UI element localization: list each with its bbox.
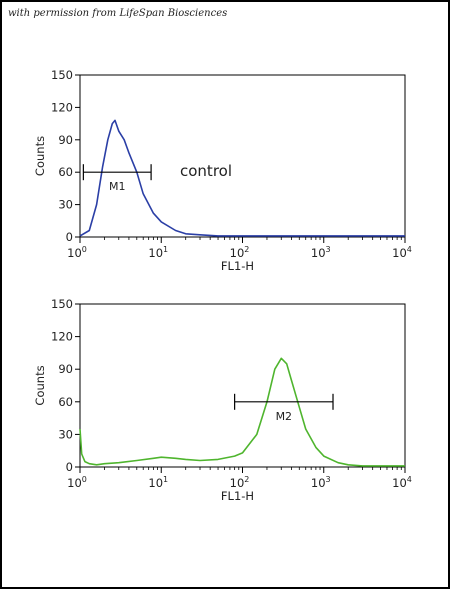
- x-tick-label: 101: [148, 475, 168, 490]
- histogram-panel-sample: 0 30 60 90 120 150 100 101 102 103 104 FL1-H Counts M…: [33, 297, 412, 503]
- y-tick-label: 0: [66, 460, 73, 474]
- x-tick-label: 101: [148, 245, 168, 260]
- x-tick-label: 103: [311, 475, 331, 490]
- x-tick-label: 102: [230, 245, 250, 260]
- y-tick-label: 150: [51, 297, 73, 311]
- x-tick-label: 100: [67, 245, 87, 260]
- y-tick-label: 120: [51, 330, 73, 344]
- histogram-series-line: [79, 119, 405, 237]
- credit-text: with permission from LifeSpan Bioscience…: [8, 8, 228, 19]
- gate-marker-label: M1: [109, 180, 126, 193]
- y-tick-label: 60: [58, 395, 73, 409]
- x-tick-label: 100: [67, 475, 87, 490]
- y-tick-label: 90: [58, 362, 73, 376]
- x-axis-label: FL1-H: [221, 489, 254, 503]
- y-tick-label: 90: [58, 133, 73, 147]
- control-annotation: control: [180, 162, 232, 180]
- gate-marker-label: M2: [276, 410, 293, 423]
- x-tick-label: 104: [392, 475, 412, 490]
- y-axis-label: Counts: [33, 365, 47, 405]
- plot-frame: [79, 303, 406, 468]
- y-tick-label: 30: [58, 198, 73, 212]
- y-axis-label: Counts: [33, 136, 47, 176]
- x-tick-label: 104: [392, 245, 412, 260]
- x-tick-label: 103: [311, 245, 331, 260]
- x-tick-label: 102: [230, 475, 250, 490]
- y-tick-label: 60: [58, 165, 73, 179]
- y-tick-label: 120: [51, 100, 73, 114]
- histogram-series-line: [79, 357, 405, 467]
- histogram-panel-control: 0 30 60 90 120 150 100 101 102 103 104 FL1-H Counts M…: [33, 68, 412, 273]
- y-tick-label: 0: [66, 230, 73, 244]
- y-tick-label: 150: [51, 68, 73, 82]
- plot-frame: [79, 74, 406, 238]
- x-axis-label: FL1-H: [221, 259, 254, 273]
- y-tick-label: 30: [58, 427, 73, 441]
